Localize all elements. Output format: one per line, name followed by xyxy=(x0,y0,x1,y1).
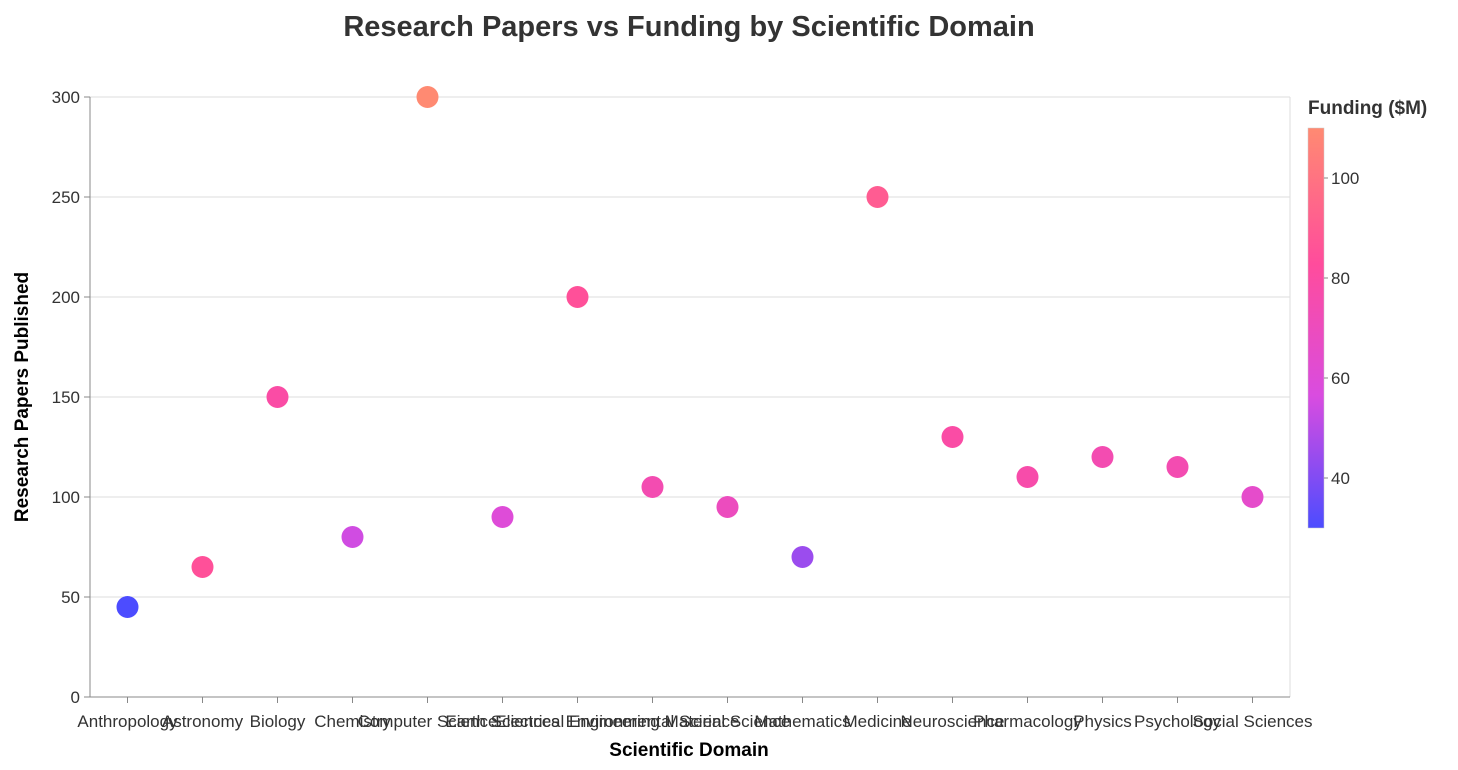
legend-tick-label: 100 xyxy=(1331,169,1359,188)
x-tick-label: Social Sciences xyxy=(1192,712,1312,731)
x-tick-label: Chemistry xyxy=(314,712,391,731)
data-point-psychology xyxy=(1166,456,1189,478)
x-tick-label: Environmental Science xyxy=(566,712,740,731)
data-point-environmental-science xyxy=(641,476,664,498)
legend-tick-label: 80 xyxy=(1331,269,1350,288)
x-tick-label: Mathematics xyxy=(754,712,850,731)
data-point-pharmacology xyxy=(1016,466,1039,488)
x-tick-label: Medicine xyxy=(843,712,911,731)
x-axis-title: Scientific Domain xyxy=(609,740,768,761)
x-tick-label: Computer Science xyxy=(358,712,498,731)
chart-title: Research Papers vs Funding by Scientific… xyxy=(343,11,1034,43)
y-tick-label: 300 xyxy=(52,88,80,107)
data-point-electrical-engineering xyxy=(566,286,589,308)
x-tick-label: Earth Sciences xyxy=(445,712,559,731)
data-point-social-sciences xyxy=(1241,486,1264,508)
data-point-chemistry xyxy=(341,526,364,548)
legend-tick-label: 60 xyxy=(1331,369,1350,388)
x-tick-label: Astronomy xyxy=(162,712,244,731)
x-tick-label: Material Science xyxy=(665,712,791,731)
y-tick-label: 0 xyxy=(71,688,80,707)
data-point-physics xyxy=(1091,446,1114,468)
y-tick-label: 50 xyxy=(61,588,80,607)
y-tick-label: 100 xyxy=(52,488,80,507)
data-point-medicine xyxy=(866,186,889,208)
data-points xyxy=(116,86,1264,618)
x-tick-label: Biology xyxy=(250,712,306,731)
data-point-computer-science xyxy=(416,86,439,108)
data-point-astronomy xyxy=(191,556,214,578)
legend-gradient-bar xyxy=(1307,127,1325,529)
y-axis-title: Research Papers Published xyxy=(12,272,33,522)
y-tick-label: 200 xyxy=(52,288,80,307)
data-point-earth-sciences xyxy=(491,506,514,528)
data-point-anthropology xyxy=(116,596,139,618)
data-point-mathematics xyxy=(791,546,814,568)
x-tick-label: Pharmacology xyxy=(973,712,1082,731)
gridlines xyxy=(90,96,1291,698)
legend-title: Funding ($M) xyxy=(1308,98,1427,119)
x-tick-label: Physics xyxy=(1073,712,1132,731)
x-tick-label: Psychology xyxy=(1134,712,1221,731)
data-point-neuroscience xyxy=(941,426,964,448)
x-tick-label: Anthropology xyxy=(77,712,178,731)
y-tick-label: 150 xyxy=(52,388,80,407)
x-tick-label: Electrical Engineering xyxy=(495,712,659,731)
data-point-material-science xyxy=(716,496,739,518)
data-point-biology xyxy=(266,386,289,408)
x-tick-label: Neuroscience xyxy=(901,712,1005,731)
color-legend: Funding ($M) 40 60 80 100 xyxy=(1307,98,1427,529)
legend-tick-label: 40 xyxy=(1331,469,1350,488)
y-tick-label: 250 xyxy=(52,188,80,207)
